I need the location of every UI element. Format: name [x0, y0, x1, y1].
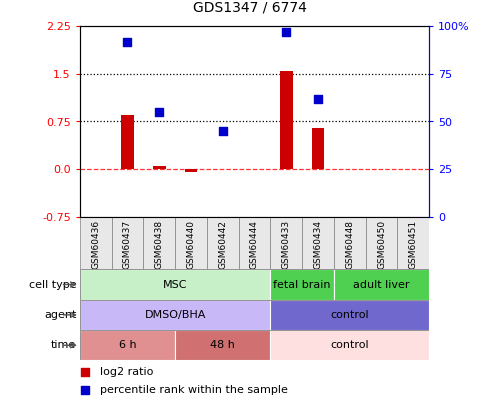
Text: log2 ratio: log2 ratio — [100, 367, 153, 377]
Point — [123, 38, 131, 45]
Text: GSM60436: GSM60436 — [91, 220, 100, 269]
Bar — [175, 330, 270, 360]
Text: GSM60438: GSM60438 — [155, 220, 164, 269]
Bar — [80, 269, 270, 300]
Text: fetal brain: fetal brain — [273, 279, 331, 290]
Bar — [143, 217, 175, 269]
Bar — [239, 217, 270, 269]
Bar — [121, 115, 134, 169]
Text: adult liver: adult liver — [353, 279, 410, 290]
Bar — [312, 128, 324, 169]
Bar — [175, 217, 207, 269]
Text: GDS1347 / 6774: GDS1347 / 6774 — [193, 0, 306, 14]
Text: 6 h: 6 h — [119, 340, 136, 350]
Text: GSM60440: GSM60440 — [187, 220, 196, 269]
Bar — [153, 166, 166, 169]
Bar — [270, 269, 334, 300]
Text: GSM60448: GSM60448 — [345, 220, 354, 269]
Bar — [280, 71, 292, 169]
Bar — [270, 300, 429, 330]
Text: GSM60433: GSM60433 — [282, 220, 291, 269]
Text: time: time — [51, 340, 76, 350]
Text: control: control — [330, 340, 369, 350]
Bar — [334, 217, 366, 269]
Bar — [207, 217, 239, 269]
Text: 48 h: 48 h — [210, 340, 235, 350]
Text: DMSO/BHA: DMSO/BHA — [144, 310, 206, 320]
Text: GSM60434: GSM60434 — [313, 220, 322, 269]
Text: GSM60451: GSM60451 — [409, 220, 418, 269]
Point — [282, 29, 290, 35]
Bar — [185, 169, 197, 172]
Bar — [366, 217, 397, 269]
Bar — [80, 300, 270, 330]
Bar — [270, 330, 429, 360]
Bar — [80, 217, 112, 269]
Bar — [334, 269, 429, 300]
Bar — [80, 330, 175, 360]
Text: percentile rank within the sample: percentile rank within the sample — [100, 385, 288, 395]
Text: GSM60442: GSM60442 — [218, 220, 227, 269]
Bar — [112, 217, 143, 269]
Text: control: control — [330, 310, 369, 320]
Text: GSM60437: GSM60437 — [123, 220, 132, 269]
Text: GSM60450: GSM60450 — [377, 220, 386, 269]
Point — [155, 109, 163, 115]
Text: MSC: MSC — [163, 279, 187, 290]
Text: GSM60444: GSM60444 — [250, 220, 259, 269]
Bar — [397, 217, 429, 269]
Point — [219, 128, 227, 134]
Point — [314, 96, 322, 102]
Bar — [302, 217, 334, 269]
Text: agent: agent — [44, 310, 76, 320]
Text: cell type: cell type — [29, 279, 76, 290]
Bar — [270, 217, 302, 269]
